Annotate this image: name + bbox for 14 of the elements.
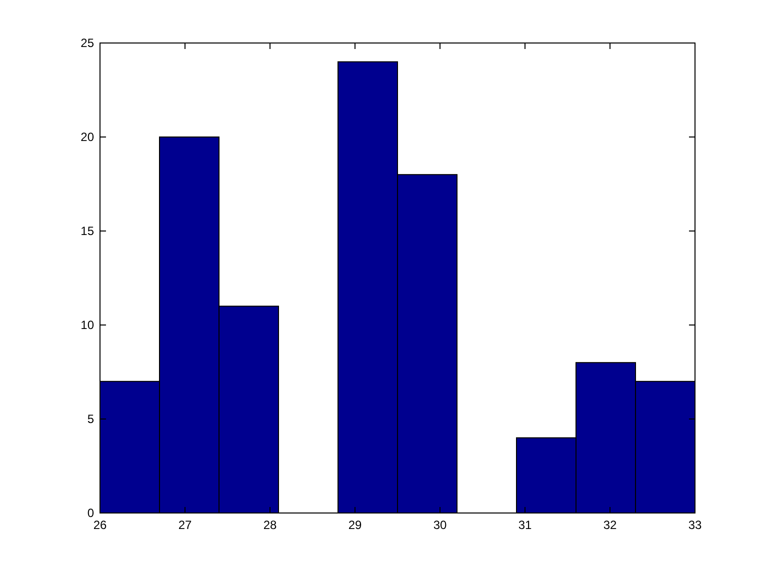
y-tick-label: 5 bbox=[87, 412, 94, 426]
x-tick-label: 27 bbox=[178, 518, 192, 532]
y-tick-label: 25 bbox=[80, 36, 94, 50]
y-tick-label: 15 bbox=[80, 224, 94, 238]
x-tick-label: 33 bbox=[688, 518, 702, 532]
x-tick-label: 30 bbox=[433, 518, 447, 532]
x-tick-label: 32 bbox=[603, 518, 617, 532]
x-tick-label: 26 bbox=[93, 518, 107, 532]
x-tick-label: 28 bbox=[263, 518, 277, 532]
x-tick-label: 29 bbox=[348, 518, 362, 532]
y-tick-label: 0 bbox=[87, 506, 94, 520]
y-tick-label: 20 bbox=[80, 130, 94, 144]
x-tick-label: 31 bbox=[518, 518, 532, 532]
y-tick-label: 10 bbox=[80, 318, 94, 332]
